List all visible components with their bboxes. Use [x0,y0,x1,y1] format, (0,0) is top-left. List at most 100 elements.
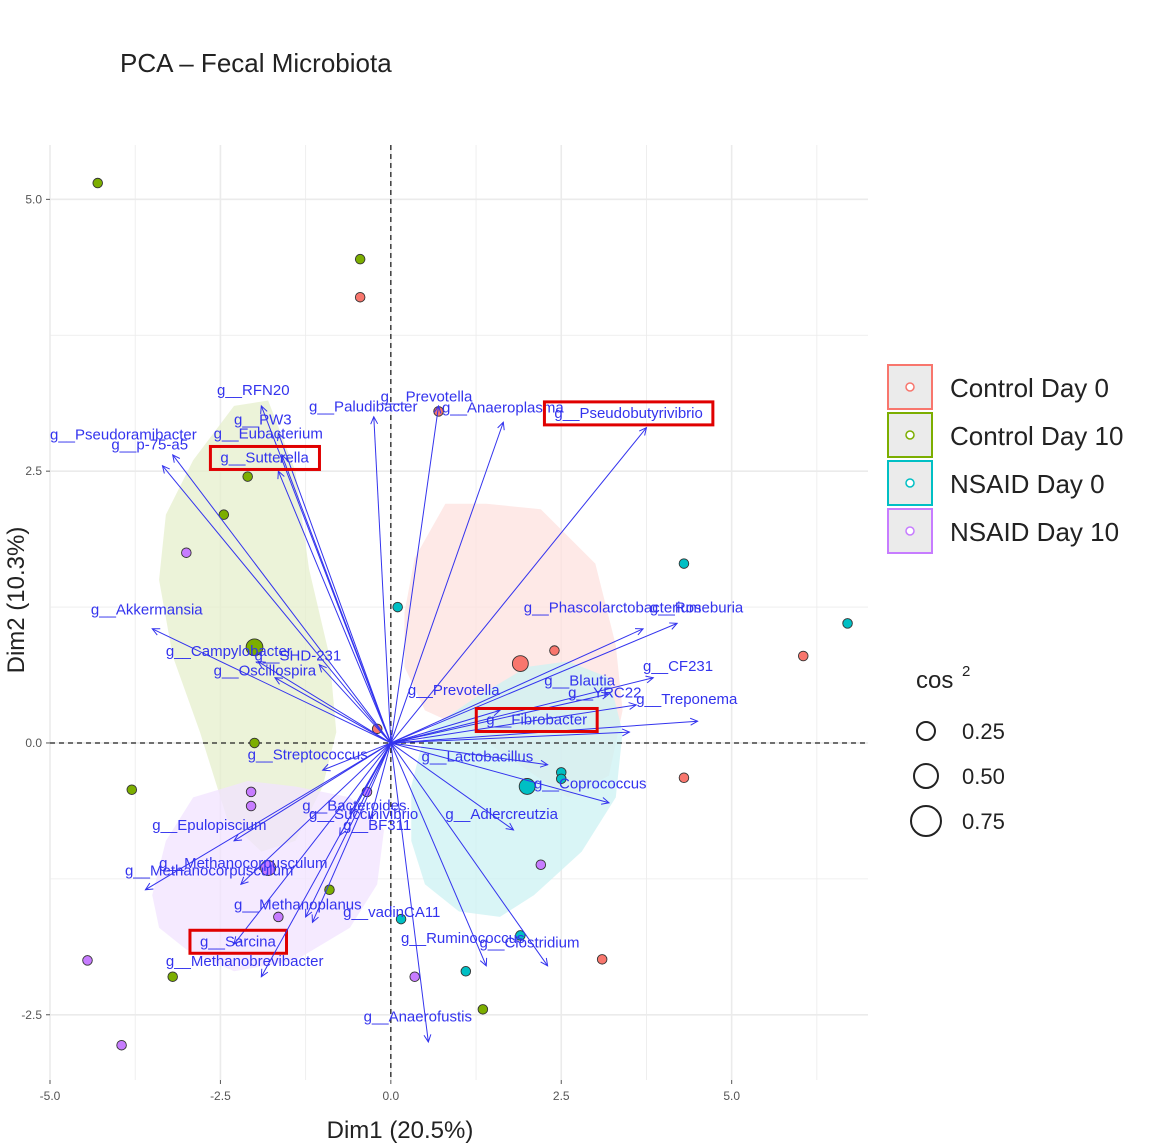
sample-point [354,291,366,303]
sample-point [218,509,230,520]
arrow-head [280,453,288,463]
variable-arrow [274,677,392,744]
y-axis-label: Dim2 (10.3%) [3,527,30,674]
variable-arrow [390,422,504,744]
arrow-head [621,728,631,737]
arrow-head [240,876,249,886]
arrow-head [273,677,283,685]
sample-point [273,911,284,923]
sample-point [181,547,192,558]
x-axis-label: Dim1 (20.5%) [327,1117,474,1143]
variable-label: g__YRC22 [568,684,641,701]
arrow-head [349,805,357,815]
arrow-head [233,936,242,946]
legend-key-point [905,526,915,536]
sample-point [392,601,403,613]
variable-arrows: g__RFN20g__Paludibacterg__Prevotellag__A… [50,382,744,1044]
arrow-head [433,404,442,414]
arrow-head [639,426,648,436]
sample-point [842,618,853,629]
sample-point [596,954,608,965]
sample-point [324,884,335,895]
variable-label: g__Pseudobutyrivibrio [554,405,702,422]
variable-arrow [277,470,392,744]
variable-label: g__Phascolarctobacterium [524,600,702,617]
arrow-head [277,432,285,442]
sample-point [116,1039,127,1051]
chart-title: PCA – Fecal Microbiota [120,48,392,78]
variable-arrow [162,465,392,744]
arrow-head [601,797,611,805]
arrow-head [368,811,376,821]
origin-lines [50,145,868,1080]
sample-point [460,966,472,977]
variable-label: g__p-75-a5 [111,436,188,453]
legend-label: Control Day 0 [950,373,1109,403]
variable-arrow [390,704,637,744]
arrow-head [233,833,243,842]
sample-point [249,737,260,749]
x-tick-label: 0.0 [382,1089,399,1103]
variable-arrow [390,677,654,744]
arrow-head [260,404,268,414]
size-legend-title-sup: 2 [962,663,970,680]
variable-arrow [390,742,487,967]
y-tick-label: 2.5 [25,464,42,478]
axis-ticks: -5.0 -2.5 0.0 2.5 5.0 -2.5 0.0 2.5 5.0 [21,192,740,1103]
variable-label: g__SHD-231 [255,647,342,664]
variable-label: g__vadinCA11 [343,904,440,921]
variable-label: g__Coprococcus [534,776,647,793]
variable-label: g__Adlercreutzia [445,806,558,823]
sample-point [82,955,93,966]
highlight-box [542,400,715,427]
highlight-box [474,706,599,733]
variable-label: g__Prevotella [408,682,500,699]
variable-arrow [257,660,392,744]
arrow-head [151,628,161,636]
variable-arrow [281,454,392,744]
group-legend: Control Day 0 Control Day 10 NSAID Day 0 NS… [887,364,1123,554]
variable-arrow [152,628,392,744]
variable-label: g__Campylobacter [166,643,292,660]
sample-point [167,971,178,982]
variable-arrow [390,742,548,766]
sample-points [82,177,853,1051]
arrow-head [260,968,269,978]
variable-arrow [233,742,392,945]
arrow-head [540,957,549,967]
arrow-head [628,702,638,710]
variable-arrow [318,664,392,744]
variable-arrow [240,742,392,885]
variable-arrow [311,742,392,923]
variable-label: g__PW3 [234,411,292,428]
y-tick-label: -2.5 [21,1008,42,1022]
sample-point [511,655,529,672]
legend-label: NSAID Day 0 [950,469,1105,499]
arrow-head [305,908,313,918]
variable-label: g__Methanobrevibacter [166,953,324,970]
variable-arrow [390,742,610,804]
variable-arrow [277,432,392,744]
variable-label: g__Streptococcus [248,746,368,763]
group-ellipses [152,400,623,972]
arrow-head [689,717,699,726]
legend-label: NSAID Day 10 [950,517,1119,547]
variable-label: g__Prevotella [381,389,473,406]
x-tick-label: 2.5 [553,1089,570,1103]
sample-point [92,177,103,189]
variable-label: g__Ruminococcus [401,930,524,947]
variable-arrow [145,742,392,891]
variable-label: g__Roseburia [650,600,744,617]
sample-point [515,930,526,941]
variable-arrow [390,427,647,744]
arrow-head [539,759,549,768]
variable-label: g__Pseudoramibacter [50,427,197,444]
ellipse-control-day-10 [159,400,337,852]
legend-key-point [905,478,915,488]
arrow-head [505,822,515,831]
size-legend-label: 0.75 [962,809,1005,834]
size-legend-label: 0.50 [962,764,1005,789]
arrow-head [645,675,655,684]
variable-arrow [390,709,501,744]
